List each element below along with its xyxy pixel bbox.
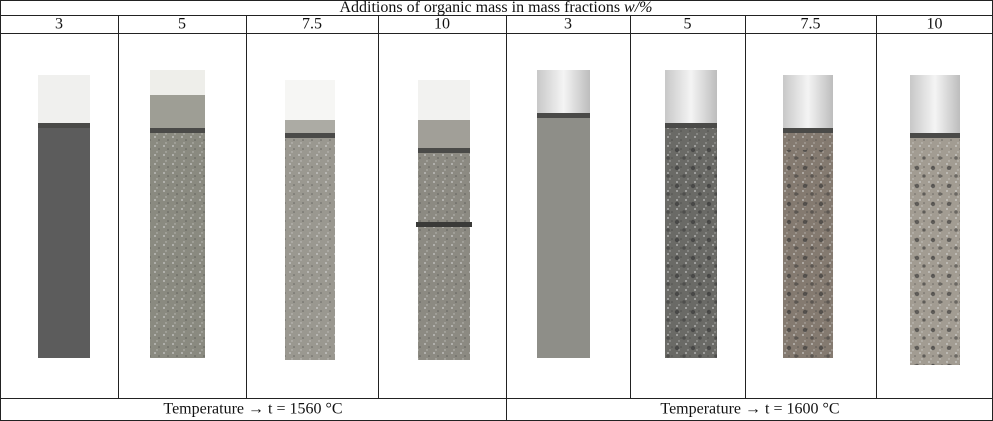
specimen-pores (665, 145, 717, 358)
specimen-top (537, 70, 590, 115)
column-label: 7.5 (801, 16, 821, 33)
specimen-body (537, 115, 590, 358)
group-label: Temperature → t = 1600 °C (660, 401, 839, 418)
specimen-rim (783, 128, 833, 133)
specimen-rim (285, 133, 335, 138)
column-label: 10 (434, 16, 450, 33)
table-title: Additions of organic mass in mass fracti… (339, 0, 652, 16)
specimen-residue (150, 95, 205, 130)
specimen-rim (418, 148, 470, 153)
specimen-texture (418, 150, 470, 360)
column-label: 5 (684, 16, 692, 33)
group-label: Temperature → t = 1560 °C (163, 401, 342, 418)
specimen-residue (418, 120, 470, 150)
specimen-rim (38, 123, 90, 128)
specimen-crack (416, 222, 472, 227)
specimen-rim (665, 123, 717, 128)
specimen-rim (537, 113, 590, 118)
specimen-pores (783, 150, 833, 358)
column-label: 5 (178, 16, 186, 33)
specimen-residue (285, 120, 335, 135)
specimen-rim (150, 128, 205, 133)
columns: 3 5 7.5 10 3 5 7.5 10 (38, 15, 960, 398)
column-label: 3 (55, 16, 63, 33)
specimen-rim (910, 133, 960, 138)
specimen-pores (910, 155, 960, 365)
specimen-texture (285, 135, 335, 360)
column-label: 7.5 (302, 16, 322, 33)
specimen-body (38, 125, 90, 358)
specimen-top (783, 75, 833, 130)
specimen-texture (150, 130, 205, 358)
column-label: 10 (927, 16, 943, 33)
column-label: 3 (564, 16, 572, 33)
specimen-top (665, 70, 717, 125)
specimen-top (38, 75, 90, 125)
specimen-top (910, 75, 960, 135)
